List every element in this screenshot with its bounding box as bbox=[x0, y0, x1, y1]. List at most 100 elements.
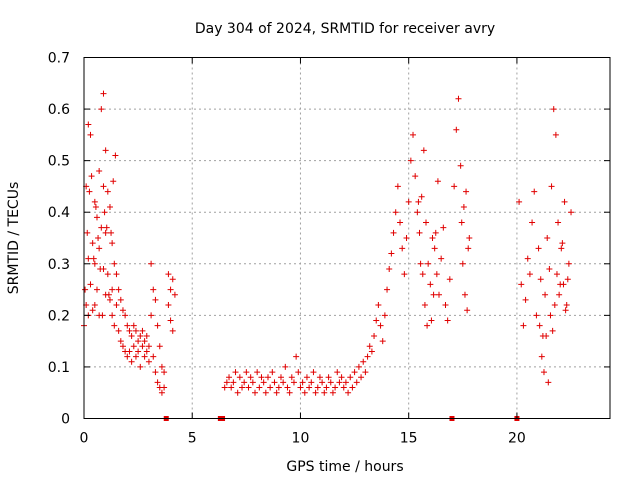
data-point bbox=[141, 353, 148, 360]
data-point bbox=[432, 229, 439, 236]
data-point bbox=[288, 374, 295, 381]
data-point bbox=[564, 276, 571, 283]
data-point bbox=[104, 188, 111, 195]
data-point bbox=[158, 389, 165, 396]
data-point bbox=[463, 188, 470, 195]
data-point bbox=[99, 312, 106, 319]
data-point bbox=[126, 348, 133, 355]
data-point bbox=[267, 384, 274, 391]
data-point bbox=[139, 327, 146, 334]
data-point bbox=[113, 302, 120, 309]
data-point bbox=[139, 343, 146, 350]
data-point bbox=[228, 384, 235, 391]
data-point bbox=[538, 353, 545, 360]
data-point bbox=[109, 240, 116, 247]
data-point bbox=[230, 379, 237, 386]
data-point bbox=[549, 327, 556, 334]
data-point bbox=[551, 302, 558, 309]
data-point bbox=[360, 358, 367, 365]
data-point bbox=[371, 332, 378, 339]
data-point bbox=[453, 126, 460, 133]
data-point bbox=[327, 379, 334, 386]
data-point bbox=[377, 322, 384, 329]
data-point bbox=[95, 235, 102, 241]
data-point bbox=[169, 276, 176, 283]
data-point bbox=[543, 332, 550, 339]
x-tick-label: 15 bbox=[400, 431, 418, 447]
data-point bbox=[563, 302, 570, 309]
data-point bbox=[82, 286, 89, 293]
data-point bbox=[102, 229, 109, 236]
data-point bbox=[148, 312, 155, 319]
data-point bbox=[154, 379, 161, 386]
data-point bbox=[106, 296, 113, 303]
data-point bbox=[258, 374, 265, 381]
data-point bbox=[321, 389, 328, 396]
data-point bbox=[548, 183, 555, 190]
data-point bbox=[381, 312, 388, 319]
data-point bbox=[516, 198, 523, 205]
data-point bbox=[544, 235, 551, 241]
data-point bbox=[390, 229, 397, 236]
data-point bbox=[152, 369, 159, 376]
data-point bbox=[565, 260, 572, 267]
data-point bbox=[407, 157, 414, 164]
data-point bbox=[306, 384, 313, 391]
data-point bbox=[414, 209, 421, 216]
data-point bbox=[115, 286, 122, 293]
data-point bbox=[148, 260, 155, 267]
data-point bbox=[465, 245, 472, 252]
data-point bbox=[103, 224, 110, 231]
data-point bbox=[314, 384, 321, 391]
data-point bbox=[286, 389, 293, 396]
data-point bbox=[105, 291, 112, 298]
ticks: 0 0.1 0.2 0.3 0.4 0.5 0.6 0.7 0 5 10 15 20 bbox=[48, 51, 610, 447]
data-point bbox=[91, 302, 98, 309]
data-point bbox=[355, 363, 362, 370]
data-point bbox=[245, 384, 252, 391]
data-point bbox=[342, 379, 349, 386]
data-point bbox=[239, 384, 246, 391]
data-point bbox=[427, 281, 434, 288]
data-point bbox=[109, 286, 116, 293]
data-point bbox=[96, 167, 103, 174]
data-point bbox=[91, 198, 98, 205]
data-point bbox=[132, 353, 139, 360]
data-point bbox=[113, 271, 120, 278]
data-point bbox=[106, 204, 113, 211]
y-tick-label: 0.6 bbox=[48, 102, 70, 118]
data-point bbox=[264, 374, 271, 381]
data-point bbox=[236, 374, 243, 381]
data-point bbox=[461, 291, 468, 298]
data-point bbox=[535, 245, 542, 252]
data-point bbox=[556, 291, 563, 298]
data-point bbox=[520, 322, 527, 329]
data-point bbox=[85, 121, 92, 128]
data-point bbox=[522, 296, 529, 303]
data-point bbox=[100, 183, 107, 190]
data-point bbox=[303, 374, 310, 381]
data-point bbox=[275, 384, 282, 391]
y-axis-label: SRMTID / TECUs bbox=[6, 182, 22, 295]
data-point bbox=[464, 307, 471, 314]
data-point bbox=[169, 327, 176, 334]
data-point bbox=[88, 173, 95, 180]
data-point bbox=[135, 338, 142, 345]
data-point bbox=[135, 348, 142, 355]
data-point bbox=[119, 343, 126, 350]
data-point bbox=[542, 291, 549, 298]
data-point bbox=[336, 379, 343, 386]
data-point bbox=[165, 302, 172, 309]
data-point bbox=[429, 235, 436, 241]
data-point bbox=[252, 389, 259, 396]
data-point bbox=[340, 384, 347, 391]
data-point bbox=[460, 204, 467, 211]
data-point bbox=[392, 209, 399, 216]
data-point bbox=[319, 379, 326, 386]
data-point bbox=[310, 369, 317, 376]
data-point bbox=[143, 332, 150, 339]
data-point bbox=[161, 384, 168, 391]
data-point bbox=[568, 209, 575, 216]
data-point bbox=[550, 106, 557, 113]
